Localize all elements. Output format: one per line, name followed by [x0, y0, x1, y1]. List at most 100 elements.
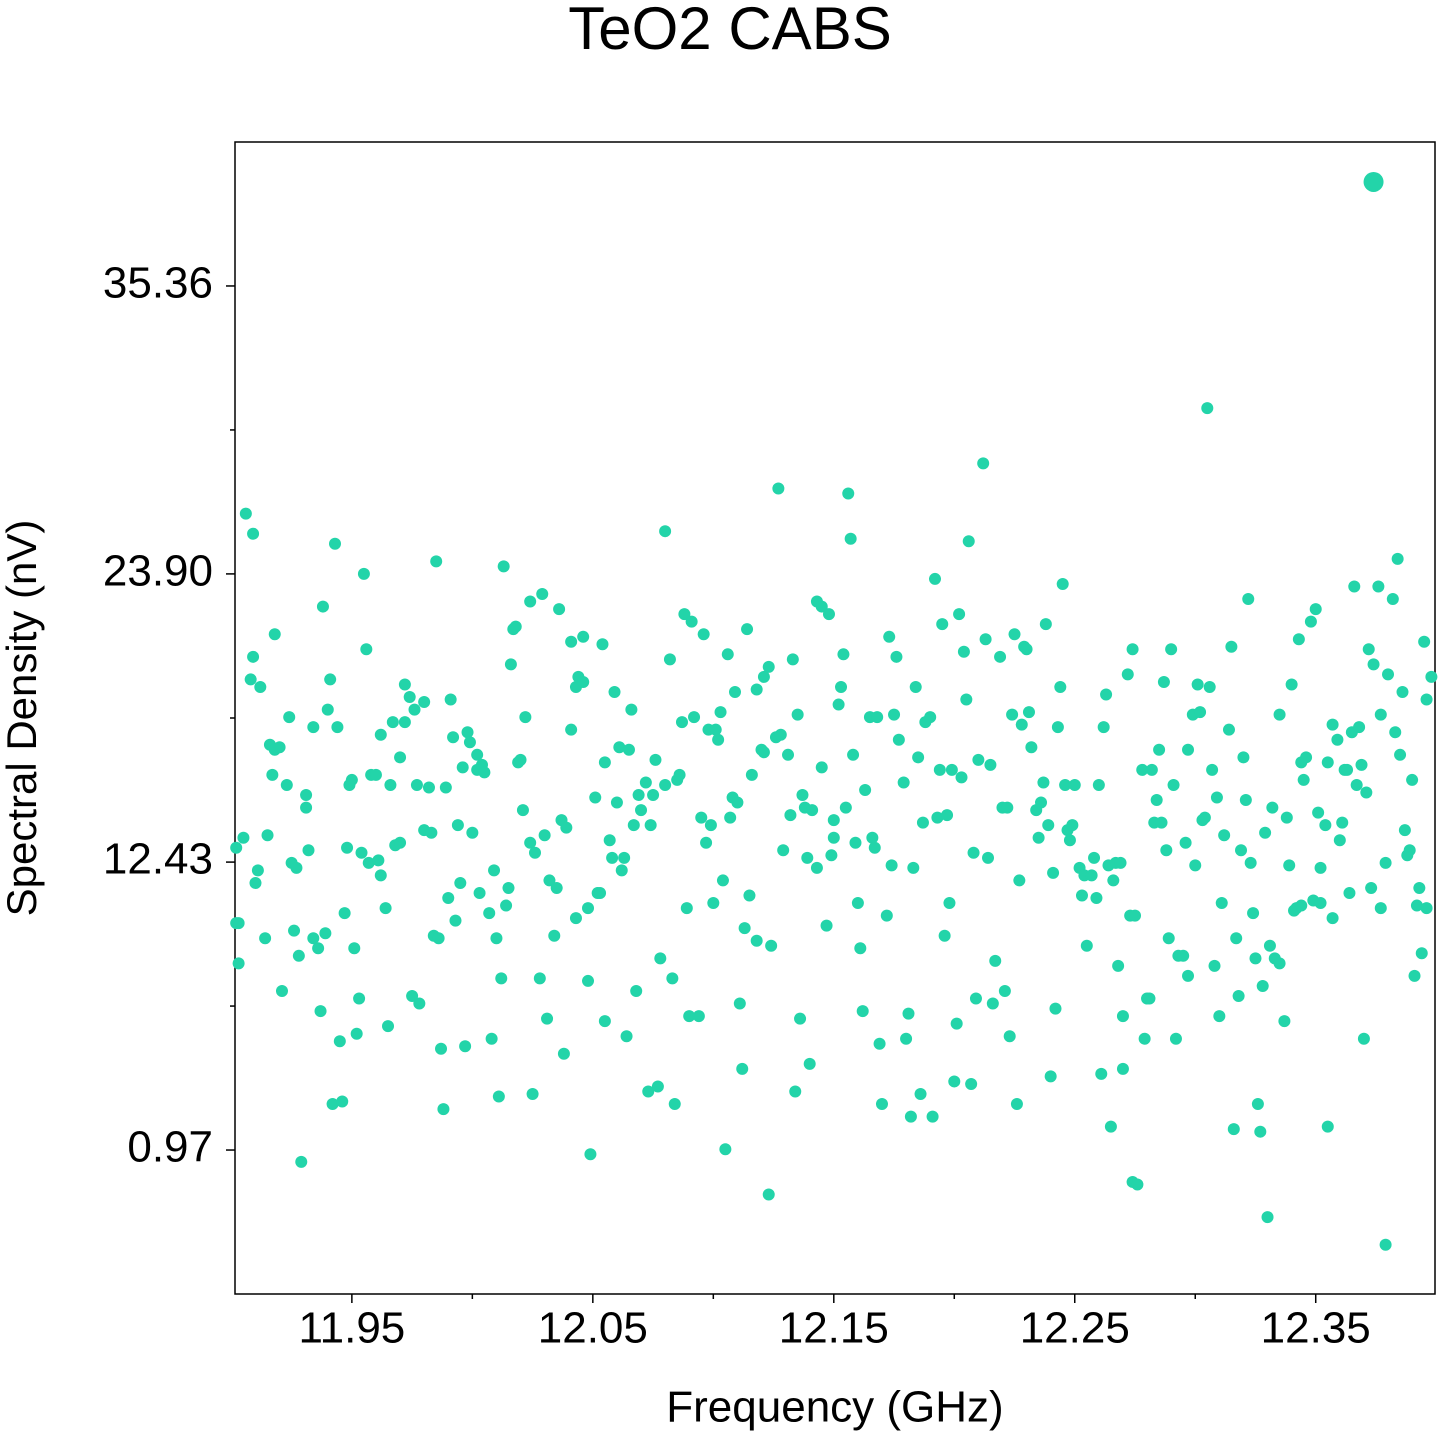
data-point	[1100, 688, 1113, 701]
data-point	[704, 819, 717, 832]
data-point	[1273, 708, 1286, 721]
data-point	[1222, 723, 1235, 736]
data-point	[762, 1188, 775, 1201]
data-point	[603, 834, 616, 847]
data-point	[810, 861, 823, 874]
data-point	[929, 572, 941, 585]
data-point	[1116, 1010, 1129, 1023]
data-point	[873, 1037, 886, 1050]
data-point	[577, 630, 590, 643]
data-point	[673, 768, 686, 781]
data-point	[338, 907, 351, 920]
data-point	[261, 829, 274, 842]
data-point	[473, 886, 486, 899]
data-point	[1088, 851, 1101, 864]
data-point	[582, 974, 595, 987]
data-point	[994, 650, 1007, 663]
data-point	[632, 789, 645, 802]
data-point	[268, 628, 281, 641]
data-point	[1333, 834, 1346, 847]
data-point	[1150, 794, 1163, 807]
data-point	[1415, 947, 1428, 960]
data-point	[495, 972, 508, 985]
data-point	[962, 535, 975, 548]
data-point	[1230, 932, 1243, 945]
data-point	[825, 849, 838, 862]
data-point	[362, 856, 375, 869]
data-point	[888, 708, 901, 721]
data-point	[1056, 577, 1069, 590]
data-point	[418, 696, 431, 709]
data-point	[851, 897, 864, 910]
data-point	[822, 608, 835, 621]
data-point	[791, 708, 804, 721]
data-point	[516, 804, 529, 817]
data-point	[596, 638, 609, 651]
data-point	[1304, 615, 1317, 628]
data-point	[302, 844, 315, 857]
data-point	[406, 990, 419, 1003]
data-point	[707, 897, 720, 910]
data-point	[651, 1080, 664, 1093]
data-point	[232, 957, 245, 970]
data-point	[832, 698, 845, 711]
data-point	[1157, 675, 1170, 688]
data-point	[847, 748, 860, 761]
data-point	[360, 643, 373, 656]
data-point	[654, 952, 667, 965]
data-point	[348, 942, 361, 955]
data-point	[598, 1015, 611, 1028]
data-point	[1394, 748, 1407, 761]
data-point	[721, 648, 734, 661]
data-point	[548, 929, 561, 942]
data-point	[1403, 844, 1416, 857]
data-point	[639, 776, 652, 789]
data-point	[986, 997, 999, 1010]
data-point	[316, 600, 329, 613]
data-point	[239, 507, 252, 520]
data-point	[989, 954, 1002, 967]
data-point	[1309, 603, 1322, 616]
data-point	[904, 1110, 917, 1123]
data-point	[618, 851, 631, 864]
data-point	[1182, 969, 1195, 982]
data-point	[692, 1010, 705, 1023]
data-point	[982, 851, 995, 864]
data-point	[1242, 593, 1255, 606]
data-point	[553, 603, 566, 616]
data-point	[1165, 643, 1178, 656]
data-point	[1194, 706, 1207, 719]
data-point	[1080, 939, 1093, 952]
data-point	[1297, 773, 1310, 786]
data-point	[885, 859, 898, 872]
data-point	[1155, 816, 1168, 829]
data-point	[733, 997, 746, 1010]
data-point	[1090, 892, 1103, 905]
data-point	[678, 608, 691, 621]
data-point	[630, 984, 643, 997]
data-point	[750, 683, 763, 696]
data-point	[1160, 844, 1173, 857]
data-point	[675, 716, 688, 729]
data-point	[719, 1143, 732, 1156]
data-point	[369, 768, 382, 781]
data-point	[237, 831, 250, 844]
data-point	[849, 836, 862, 849]
data-point	[1319, 819, 1332, 832]
data-point	[835, 680, 848, 693]
data-point	[295, 1155, 308, 1168]
data-point	[1251, 1098, 1264, 1111]
data-point	[565, 635, 578, 648]
data-point	[757, 746, 770, 759]
data-point	[1210, 791, 1223, 804]
data-point	[941, 809, 954, 822]
data-point	[1254, 1125, 1267, 1138]
data-point	[916, 816, 929, 829]
data-point	[871, 711, 884, 724]
data-point	[403, 691, 416, 704]
data-point	[1382, 668, 1395, 681]
data-point	[1247, 907, 1260, 920]
data-point	[782, 748, 795, 761]
data-point	[969, 992, 982, 1005]
data-point	[1362, 643, 1375, 656]
